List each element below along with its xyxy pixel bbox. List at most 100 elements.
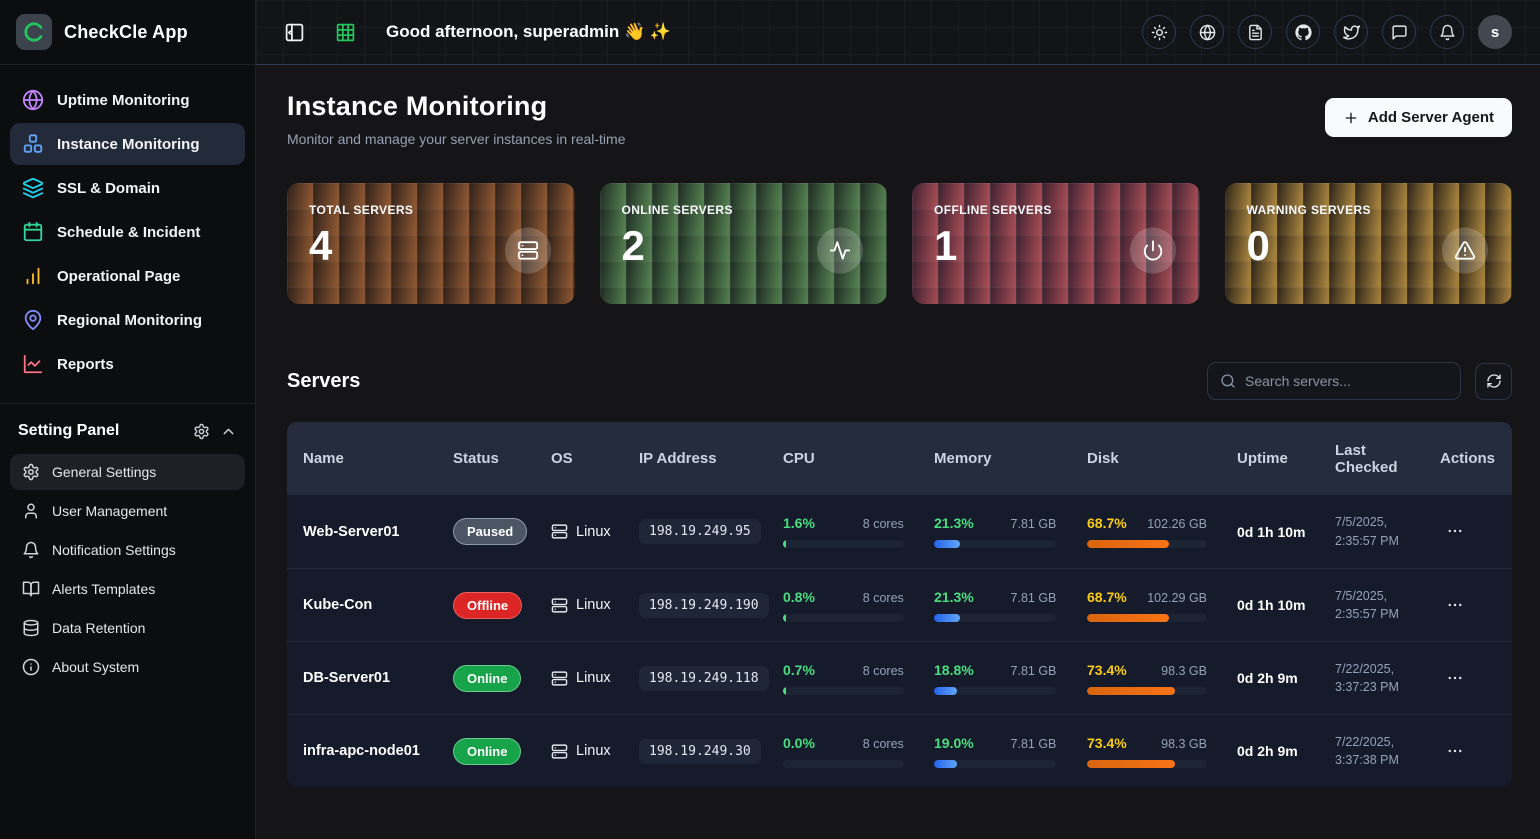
greeting-text: Good afternoon, superadmin 👋 ✨ — [386, 22, 672, 41]
row-actions-button[interactable] — [1440, 592, 1470, 618]
docs-button[interactable] — [1238, 15, 1272, 49]
metric-percent: 1.6% — [783, 515, 815, 531]
metric-detail: 8 cores — [862, 736, 904, 751]
bell-icon — [22, 541, 40, 559]
status-badge: Paused — [453, 518, 528, 545]
feedback-button[interactable] — [1382, 15, 1416, 49]
server-os-icon — [551, 670, 568, 687]
search-icon — [1220, 373, 1236, 389]
book-icon — [22, 580, 40, 598]
panel-left-icon — [284, 22, 305, 43]
uptime: 0d 2h 9m — [1237, 670, 1298, 686]
table-row[interactable]: Kube-Con Offline Linux 198.19.249.190 0.8% 8 … — [287, 568, 1512, 641]
settings-item-about-system[interactable]: About System — [10, 649, 245, 685]
metric-cpu: 0.8% 8 cores — [783, 589, 904, 622]
power-icon — [1129, 226, 1176, 273]
progress-fill — [1087, 759, 1176, 768]
sidebar-collapse-button[interactable] — [284, 22, 305, 43]
bar-chart-icon — [22, 265, 44, 287]
column-header-name: Name — [303, 450, 344, 467]
column-header-status: Status — [453, 450, 499, 467]
metric-mem: 21.3% 7.81 GB — [934, 515, 1057, 548]
uptime: 0d 1h 10m — [1237, 597, 1306, 613]
metric-mem: 21.3% 7.81 GB — [934, 589, 1057, 622]
sidebar-item-label: Reports — [57, 355, 114, 373]
chevron-up-icon[interactable] — [220, 423, 237, 440]
settings-item-notification-settings[interactable]: Notification Settings — [10, 532, 245, 568]
twitter-button[interactable] — [1334, 15, 1368, 49]
table-row[interactable]: infra-apc-node01 Online Linux 198.19.249.30… — [287, 714, 1512, 787]
sidebar-item-reports[interactable]: Reports — [10, 343, 245, 385]
settings-item-label: Notification Settings — [52, 542, 176, 558]
sidebar-item-uptime-monitoring[interactable]: Uptime Monitoring — [10, 79, 245, 121]
add-server-agent-button[interactable]: Add Server Agent — [1324, 98, 1512, 137]
sidebar-item-regional-monitoring[interactable]: Regional Monitoring — [10, 299, 245, 341]
progress-fill — [1087, 540, 1170, 548]
top-header: Good afternoon, superadmin 👋 ✨ s — [256, 0, 1540, 65]
row-actions-button[interactable] — [1440, 665, 1470, 691]
settings-item-data-retention[interactable]: Data Retention — [10, 610, 245, 646]
column-header-disk: Disk — [1087, 450, 1119, 467]
language-button[interactable] — [1190, 15, 1224, 49]
metric-cpu: 0.7% 8 cores — [783, 662, 904, 695]
progress-fill — [783, 686, 786, 695]
sidebar-item-schedule-incident[interactable]: Schedule & Incident — [10, 211, 245, 253]
settings-item-general-settings[interactable]: General Settings — [10, 454, 245, 490]
settings-panel-header: Setting Panel — [0, 404, 255, 450]
column-header-ip-address: IP Address — [639, 450, 717, 467]
stats-cards: TOTAL SERVERS 4 ONLINE SERVERS 2 OFFLINE SER… — [287, 183, 1512, 304]
refresh-button[interactable] — [1475, 362, 1512, 400]
app-logo-row: CheckCle App — [0, 0, 255, 65]
table-header: Name Status OS IP Address CPU Memory Disk Uptim… — [287, 422, 1512, 495]
github-icon — [1294, 23, 1312, 41]
activity-icon — [817, 226, 863, 273]
column-header-memory: Memory — [934, 450, 992, 467]
server-name: DB-Server01 — [303, 670, 391, 686]
settings-gear-icon[interactable] — [193, 423, 210, 440]
metric-disk: 68.7% 102.29 GB — [1087, 589, 1207, 622]
table-row[interactable]: DB-Server01 Online Linux 198.19.249.118 0.7%… — [287, 641, 1512, 714]
progress-track — [1087, 540, 1207, 548]
metric-detail: 7.81 GB — [1010, 736, 1057, 751]
metric-detail: 7.81 GB — [1010, 663, 1057, 678]
theme-toggle-button[interactable] — [1142, 15, 1176, 49]
progress-track — [1087, 759, 1207, 768]
twitter-icon — [1342, 24, 1360, 41]
metric-detail: 102.29 GB — [1147, 590, 1207, 605]
stat-label: TOTAL SERVERS — [309, 203, 414, 217]
stat-label: WARNING SERVERS — [1246, 203, 1371, 217]
search-servers-input[interactable] — [1245, 373, 1448, 389]
settings-panel-title: Setting Panel — [18, 422, 120, 439]
settings-item-label: About System — [52, 659, 140, 675]
sidebar-item-instance-monitoring[interactable]: Instance Monitoring — [10, 123, 245, 165]
server-name: infra-apc-node01 — [303, 743, 420, 759]
settings-item-user-management[interactable]: User Management — [10, 493, 245, 529]
status-badge: Offline — [453, 591, 523, 619]
last-checked: 7/5/2025, 2:35:57 PM — [1335, 588, 1399, 621]
checkcle-logo-icon — [16, 14, 52, 50]
sidebar-item-label: Instance Monitoring — [57, 135, 200, 153]
metric-detail: 7.81 GB — [1010, 517, 1057, 531]
status-badge: Online — [453, 737, 522, 765]
os-label: Linux — [576, 743, 611, 759]
metric-mem: 18.8% 7.81 GB — [934, 661, 1057, 695]
metric-detail: 8 cores — [862, 663, 904, 678]
sidebar-item-operational-page[interactable]: Operational Page — [10, 255, 245, 297]
sidebar-item-ssl-domain[interactable]: SSL & Domain — [10, 167, 245, 209]
grid-view-button[interactable] — [335, 22, 356, 43]
gear-icon — [22, 463, 40, 481]
notifications-button[interactable] — [1430, 15, 1464, 49]
table-row[interactable]: Web-Server01 Paused Linux 198.19.249.95 1.6%… — [287, 495, 1512, 568]
settings-item-alerts-templates[interactable]: Alerts Templates — [10, 571, 245, 607]
servers-table: Name Status OS IP Address CPU Memory Disk Uptim… — [287, 422, 1512, 787]
metric-percent: 18.8% — [934, 661, 974, 678]
github-button[interactable] — [1286, 15, 1320, 49]
grid-icon — [335, 22, 356, 43]
server-name: Kube-Con — [303, 597, 373, 613]
user-icon — [22, 502, 40, 520]
row-actions-button[interactable] — [1440, 518, 1470, 544]
stat-card-total-servers: TOTAL SERVERS 4 — [287, 183, 575, 304]
metric-percent: 21.3% — [934, 515, 974, 531]
row-actions-button[interactable] — [1440, 738, 1470, 764]
user-avatar[interactable]: s — [1478, 15, 1512, 49]
